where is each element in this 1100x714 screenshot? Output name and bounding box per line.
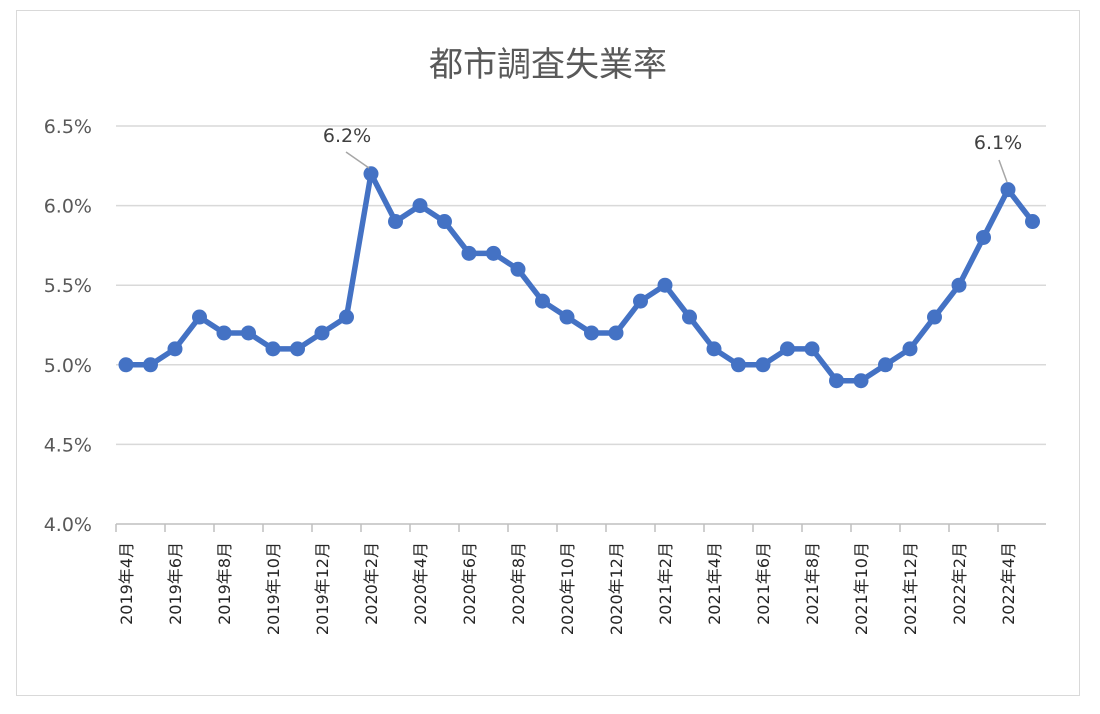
x-tick-label: 2020年6月	[460, 542, 479, 625]
data-point	[853, 373, 869, 389]
x-tick-label: 2021年12月	[901, 542, 920, 635]
series-unemployment-rate	[118, 166, 1040, 389]
data-point	[657, 277, 673, 293]
data-point	[559, 309, 575, 325]
x-tick-label: 2020年2月	[362, 542, 381, 625]
y-tick-label: 6.0%	[44, 196, 92, 218]
data-point	[192, 309, 207, 325]
data-point	[1025, 214, 1040, 230]
x-axis-ticks: 2019年4月 2019年6月 2019年8月 2019年10月 2019年12月 202…	[117, 542, 1018, 635]
data-point	[241, 325, 256, 341]
data-point	[510, 261, 526, 277]
data-point	[780, 341, 795, 357]
data-point	[976, 229, 991, 245]
y-axis-ticks: 4.0% 4.5% 5.0% 5.5% 6.0% 6.5%	[44, 116, 92, 536]
x-tick-label: 2020年8月	[509, 542, 528, 625]
y-tick-label: 6.5%	[44, 116, 92, 138]
data-point	[339, 309, 354, 325]
data-point	[951, 277, 967, 293]
y-tick-label: 5.5%	[44, 275, 92, 297]
data-point	[608, 325, 624, 341]
y-tick-label: 4.5%	[44, 434, 92, 456]
x-tick-label: 2021年2月	[656, 542, 675, 625]
data-point	[755, 357, 771, 373]
data-point	[804, 341, 820, 357]
data-point	[486, 245, 501, 261]
y-tick-label: 5.0%	[44, 355, 92, 377]
x-axis	[115, 523, 1046, 532]
data-point	[437, 214, 452, 230]
x-tick-label: 2020年12月	[607, 542, 626, 635]
annotation-leader-line	[345, 151, 370, 169]
x-tick-label: 2019年8月	[215, 542, 234, 625]
data-point	[535, 293, 550, 309]
series-line	[123, 171, 1036, 384]
x-tick-label: 2020年4月	[411, 542, 430, 625]
x-tick-label: 2019年10月	[264, 542, 283, 635]
x-tick-label: 2019年12月	[313, 542, 332, 635]
data-point	[902, 341, 918, 357]
x-tick-label: 2020年10月	[558, 542, 577, 635]
data-point	[682, 309, 697, 325]
data-point	[927, 309, 942, 325]
x-tick-label: 2019年6月	[166, 542, 185, 625]
data-point	[731, 357, 746, 373]
data-point	[363, 166, 379, 182]
x-tick-label: 2021年8月	[803, 542, 822, 625]
data-point	[388, 214, 403, 230]
data-point	[461, 245, 477, 261]
data-point	[706, 341, 722, 357]
data-point	[167, 341, 183, 357]
x-tick-label: 2021年10月	[852, 542, 871, 635]
data-point	[143, 357, 158, 373]
annotation-leader-line	[998, 159, 1008, 183]
y-tick-label: 4.0%	[44, 514, 92, 536]
data-label: 6.2%	[323, 125, 371, 147]
x-tick-label: 2019年4月	[117, 542, 136, 625]
data-point	[118, 357, 134, 373]
chart-title: 都市調査失業率	[429, 45, 667, 85]
x-tick-label: 2022年4月	[999, 542, 1018, 625]
data-point	[584, 325, 599, 341]
data-point	[265, 341, 281, 357]
data-label: 6.1%	[974, 132, 1022, 154]
data-point	[216, 325, 232, 341]
data-point	[412, 198, 428, 214]
data-point	[633, 293, 648, 309]
data-point	[1000, 182, 1016, 198]
gridlines	[116, 125, 1046, 446]
data-point	[314, 325, 330, 341]
x-tick-label: 2021年4月	[705, 542, 724, 625]
data-point	[290, 341, 305, 357]
data-point	[878, 357, 893, 373]
x-tick-label: 2021年6月	[754, 542, 773, 625]
x-tick-label: 2022年2月	[950, 542, 969, 625]
data-label-annotations: 6.2% 6.1%	[323, 125, 1022, 183]
data-point	[829, 373, 844, 389]
